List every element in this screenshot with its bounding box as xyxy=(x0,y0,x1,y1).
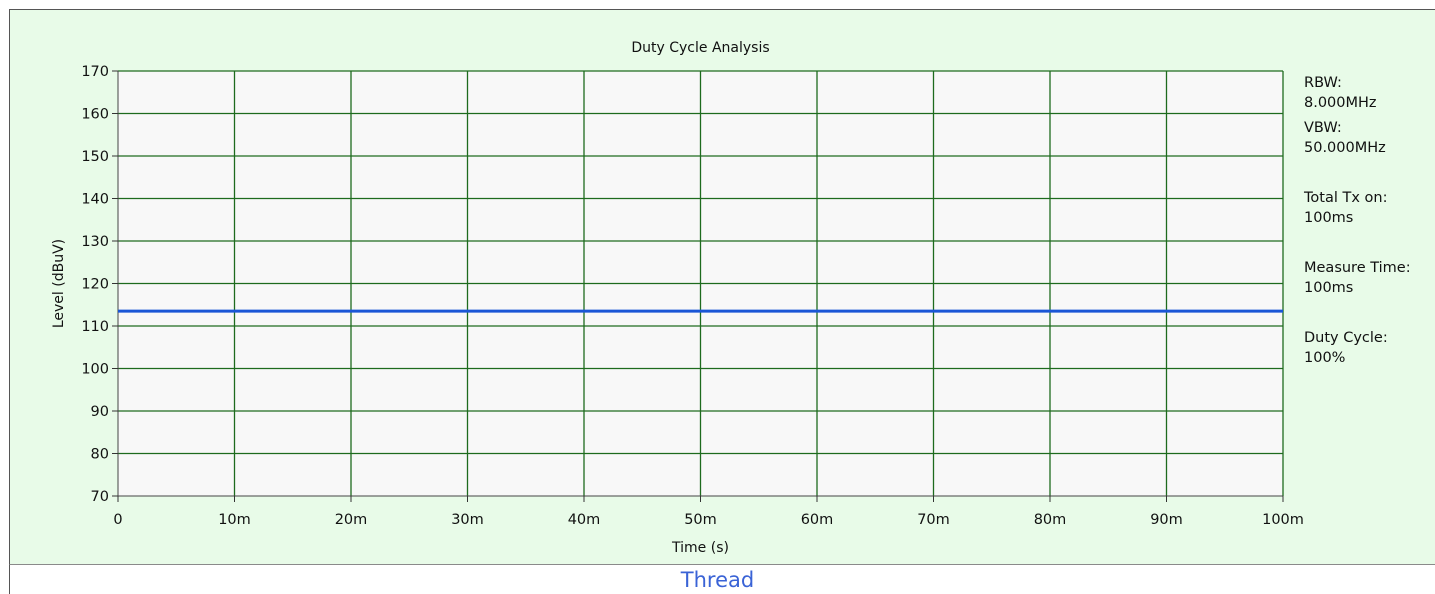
y-axis-label: Level (dBuV) xyxy=(51,239,67,328)
y-tick-label: 160 xyxy=(81,107,109,123)
y-tick-label: 170 xyxy=(81,64,109,80)
x-tick-label: 40m xyxy=(568,512,601,528)
x-tick-label: 90m xyxy=(1150,512,1183,528)
vbw-value: 50.000MHz xyxy=(1304,140,1386,156)
x-tick-label: 100m xyxy=(1262,512,1304,528)
chart-title: Duty Cycle Analysis xyxy=(631,40,769,56)
x-tick-label: 80m xyxy=(1034,512,1067,528)
x-tick-label: 50m xyxy=(684,512,717,528)
rbw-value: 8.000MHz xyxy=(1304,95,1377,111)
x-tick-label: 0 xyxy=(113,512,122,528)
x-tick-label: 30m xyxy=(451,512,484,528)
duty-cycle-info: Duty Cycle: 100% xyxy=(1304,327,1388,369)
measure-time-info: Measure Time: 100ms xyxy=(1304,257,1411,299)
rbw-info: RBW: 8.000MHz xyxy=(1304,72,1377,114)
vbw-label: VBW: xyxy=(1304,120,1342,136)
total-tx-label: Total Tx on: xyxy=(1304,190,1388,206)
x-tick-label: 20m xyxy=(335,512,368,528)
x-tick-label: 10m xyxy=(218,512,251,528)
y-tick-label: 90 xyxy=(91,404,109,420)
y-tick-label: 80 xyxy=(91,447,109,463)
duty-cycle-value: 100% xyxy=(1304,350,1346,366)
y-tick-label: 130 xyxy=(81,234,109,250)
y-tick-label: 150 xyxy=(81,149,109,165)
total-tx-info: Total Tx on: 100ms xyxy=(1304,187,1387,229)
footer-label[interactable]: Thread xyxy=(680,568,755,592)
y-tick-label: 70 xyxy=(91,489,109,505)
rbw-label: RBW: xyxy=(1304,75,1342,91)
x-axis-label: Time (s) xyxy=(671,540,729,556)
y-tick-label: 120 xyxy=(81,277,109,293)
y-tick-label: 140 xyxy=(81,192,109,208)
divider xyxy=(9,565,10,594)
total-tx-value: 100ms xyxy=(1304,210,1354,226)
x-tick-label: 70m xyxy=(917,512,950,528)
duty-cycle-label: Duty Cycle: xyxy=(1304,330,1388,346)
y-tick-label: 110 xyxy=(81,319,109,335)
vbw-info: VBW: 50.000MHz xyxy=(1304,117,1386,159)
x-tick-label: 60m xyxy=(801,512,834,528)
measure-time-label: Measure Time: xyxy=(1304,260,1411,276)
measure-time-value: 100ms xyxy=(1304,280,1354,296)
y-tick-label: 100 xyxy=(81,362,109,378)
